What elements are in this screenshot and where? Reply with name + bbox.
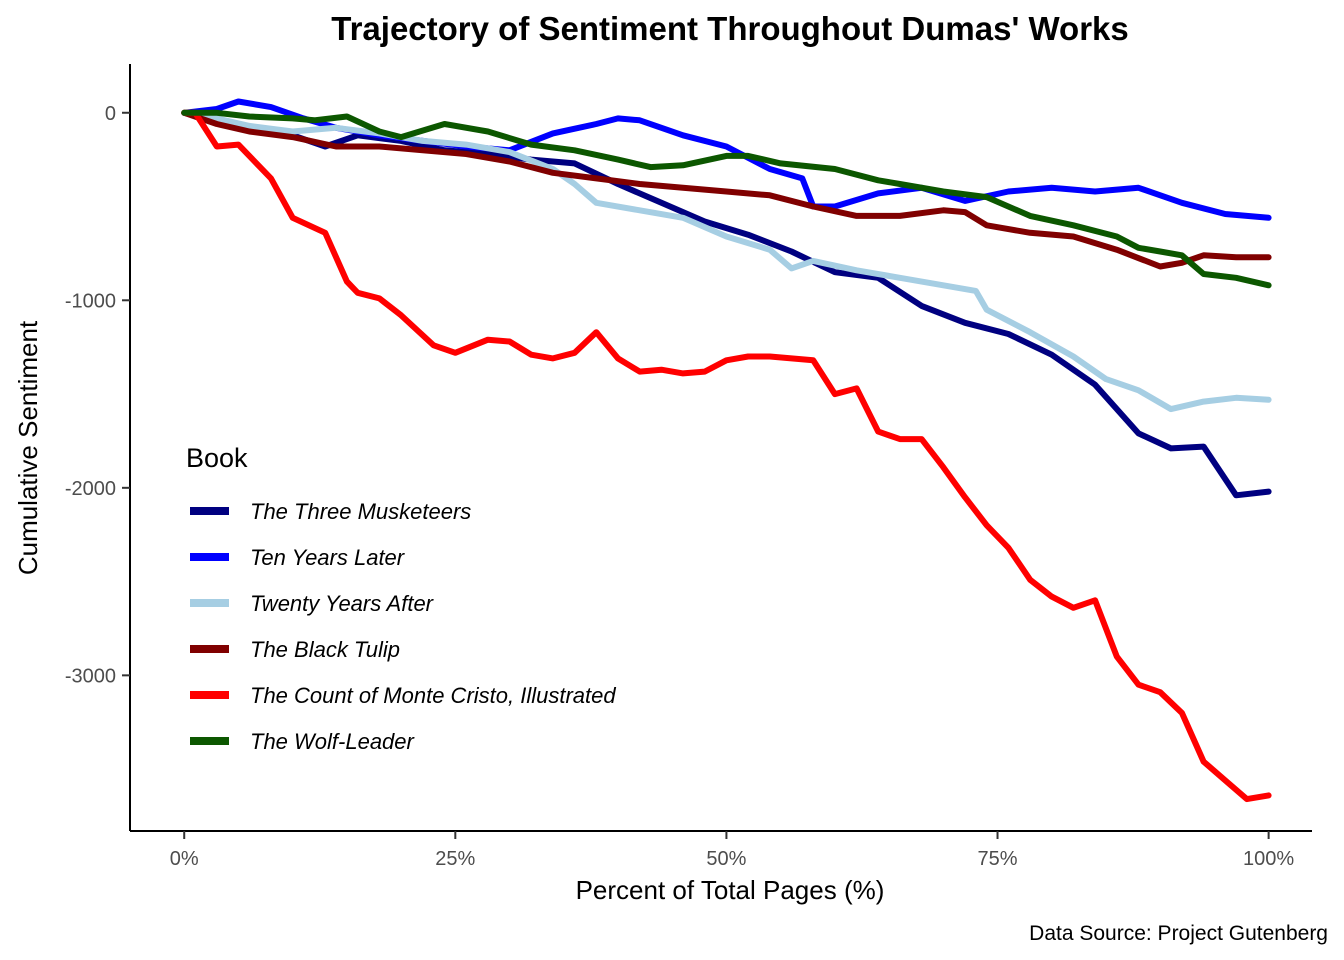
y-tick-label: -2000 [65,478,116,500]
legend-label-2: Ten Years Later [250,545,406,570]
x-tick-label: 25% [435,848,475,870]
series-line-4 [181,109,1272,270]
x-tick-label: 75% [978,848,1018,870]
y-tick-label: 0 [105,103,116,125]
series-line-1 [181,109,1272,499]
legend-title: Book [186,443,248,473]
x-tick-label: 50% [706,848,746,870]
x-tick-label: 100% [1243,848,1294,870]
chart-title: Trajectory of Sentiment Throughout Dumas… [331,10,1129,47]
data-source-caption: Data Source: Project Gutenberg [1029,922,1328,945]
series-line-5 [181,109,1272,803]
y-tick-label: -1000 [65,290,116,312]
y-tick-label: -3000 [65,665,116,687]
x-axis-title: Percent of Total Pages (%) [576,875,885,905]
x-tick-label: 0% [170,848,199,870]
series-line-6 [181,109,1272,289]
legend-label-3: Twenty Years After [250,591,435,616]
legend-label-4: The Black Tulip [250,637,400,662]
legend-label-5: The Count of Monte Cristo, Illustrated [250,683,616,708]
series-layer [181,98,1272,803]
legend-label-6: The Wolf-Leader [250,729,416,754]
legend: The Three Musketeers Ten Years Later Twent… [190,499,616,754]
x-axis-ticks: 0% 25% 50% 75% 100% [170,831,1294,870]
y-axis-title: Cumulative Sentiment [13,320,43,575]
legend-label-1: The Three Musketeers [250,499,471,524]
y-axis-ticks: 0 -1000 -2000 -3000 [65,103,130,687]
